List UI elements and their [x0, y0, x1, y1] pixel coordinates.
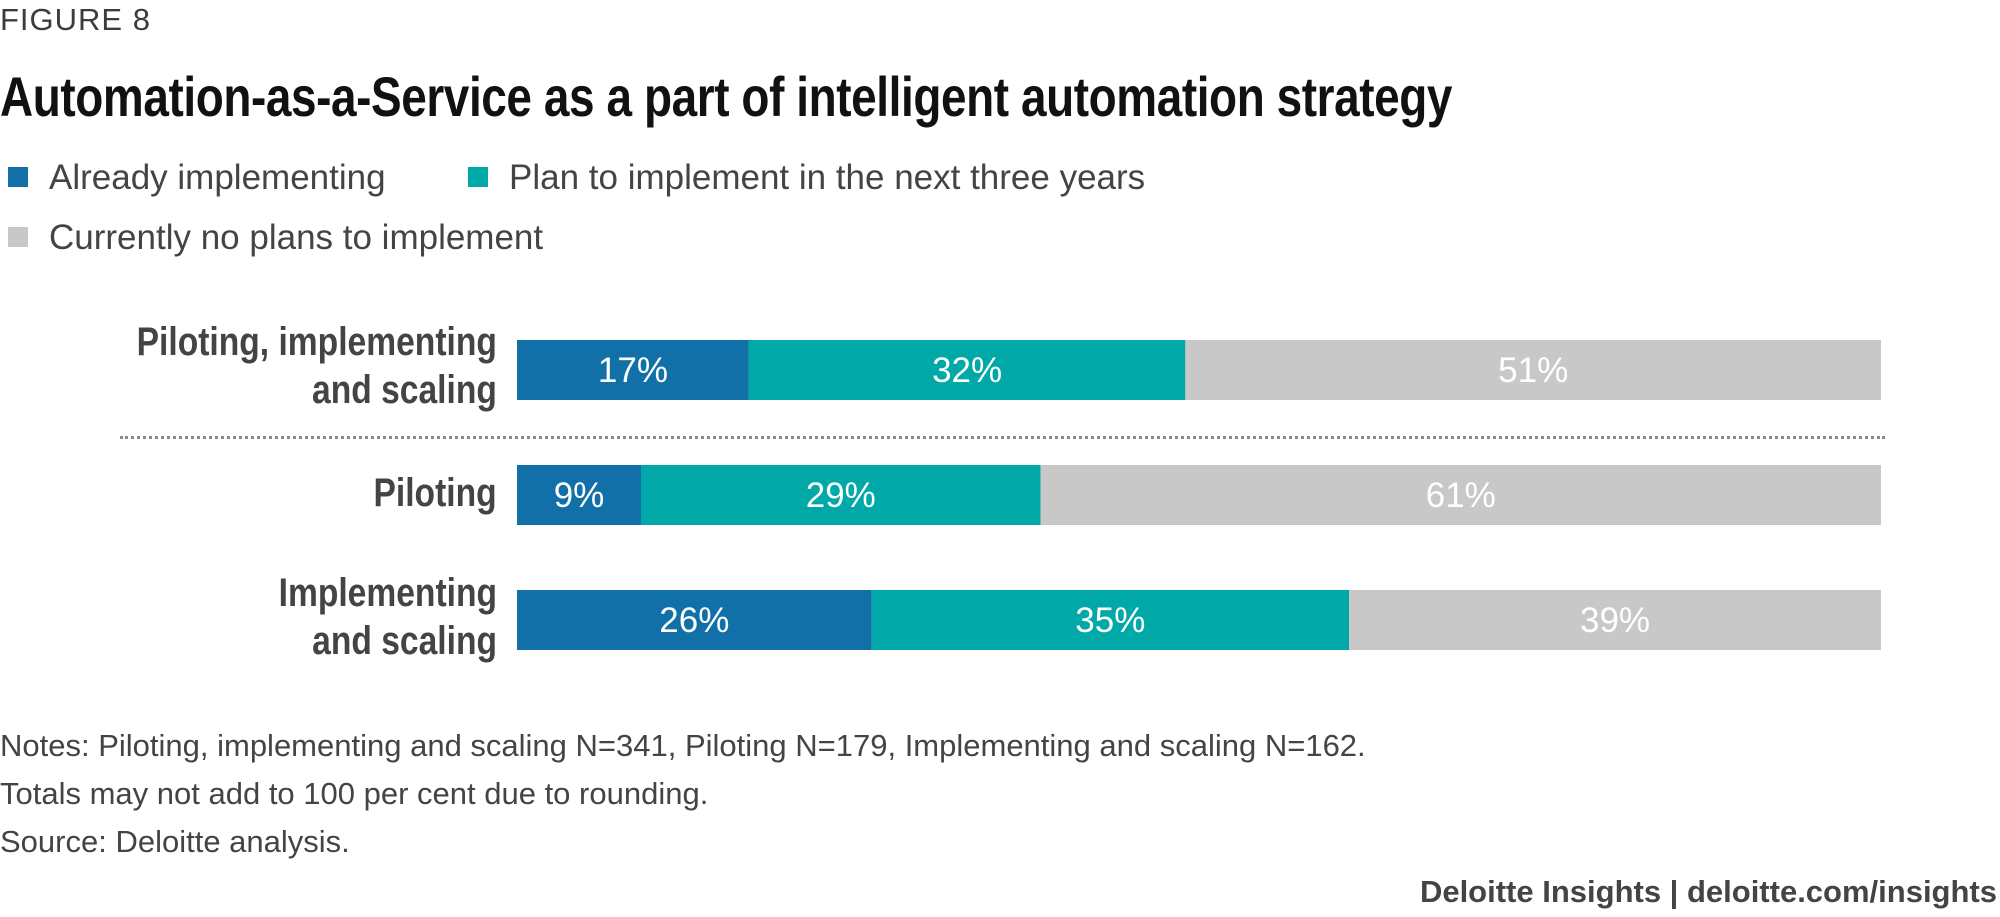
bar-segment-piloting-implementing-scaling-no-plans — [1185, 340, 1881, 400]
bar-segment-implementing-scaling-already — [517, 590, 872, 650]
bar-segment-piloting-no-plans — [1040, 465, 1881, 525]
category-label-line: Implementing — [278, 571, 497, 615]
data-label-implementing-scaling-already: 26% — [659, 601, 729, 640]
legend-swatch-already-implementing — [8, 166, 28, 187]
category-label-line: and scaling — [312, 619, 497, 663]
data-label-piloting-implementing-scaling-no-plans: 51% — [1498, 351, 1568, 390]
figure-label: FIGURE 8 — [0, 2, 151, 37]
data-label-piloting-no-plans: 61% — [1426, 476, 1496, 515]
legend-item-plan-to-implement: Plan to implement in the next three year… — [468, 158, 1145, 198]
bar-segment-implementing-scaling-no-plans — [1349, 590, 1881, 650]
data-label-piloting-plan: 29% — [806, 476, 876, 515]
bar-segment-implementing-scaling-plan — [871, 590, 1350, 650]
legend-item-already-implementing: Already implementing — [8, 158, 386, 198]
data-label-piloting-implementing-scaling-already: 17% — [598, 351, 668, 390]
bar-segment-piloting-implementing-scaling-plan — [748, 340, 1186, 400]
data-label-implementing-scaling-plan: 35% — [1075, 601, 1145, 640]
source-note: Source: Deloitte analysis. — [0, 824, 350, 859]
bar-segment-piloting-already — [517, 465, 641, 525]
data-label-piloting-implementing-scaling-plan: 32% — [932, 351, 1002, 390]
data-label-implementing-scaling-no-plans: 39% — [1580, 601, 1650, 640]
category-label-line: Piloting, implementing — [136, 320, 497, 364]
category-label-line: and scaling — [312, 368, 497, 412]
legend-swatch-plan-to-implement — [468, 166, 488, 187]
legend-label-plan-to-implement: Plan to implement in the next three year… — [509, 158, 1146, 197]
category-label-piloting: Piloting — [350, 469, 497, 517]
category-label-line: Piloting — [373, 471, 497, 515]
bar-segment-piloting-implementing-scaling-already — [517, 340, 749, 400]
legend-swatch-no-plans — [8, 226, 28, 247]
legend-label-no-plans: Currently no plans to implement — [49, 218, 544, 257]
legend-item-no-plans: Currently no plans to implement — [8, 218, 543, 258]
group-divider — [120, 436, 1885, 439]
notes-line: Notes: Piloting, implementing and scalin… — [0, 728, 1366, 763]
chart-title: Automation-as-a-Service as a part of int… — [0, 65, 1453, 128]
category-label-implementing-scaling: Implementing and scaling — [237, 569, 497, 665]
category-label-piloting-implementing-scaling: Piloting, implementing and scaling — [68, 318, 497, 414]
bar-segment-piloting-plan — [641, 465, 1041, 525]
footer-credit: Deloitte Insights | deloitte.com/insight… — [1419, 874, 1997, 909]
legend-label-already-implementing: Already implementing — [49, 158, 386, 197]
rounding-note: Totals may not add to 100 per cent due t… — [0, 776, 709, 811]
data-label-piloting-already: 9% — [554, 476, 605, 515]
